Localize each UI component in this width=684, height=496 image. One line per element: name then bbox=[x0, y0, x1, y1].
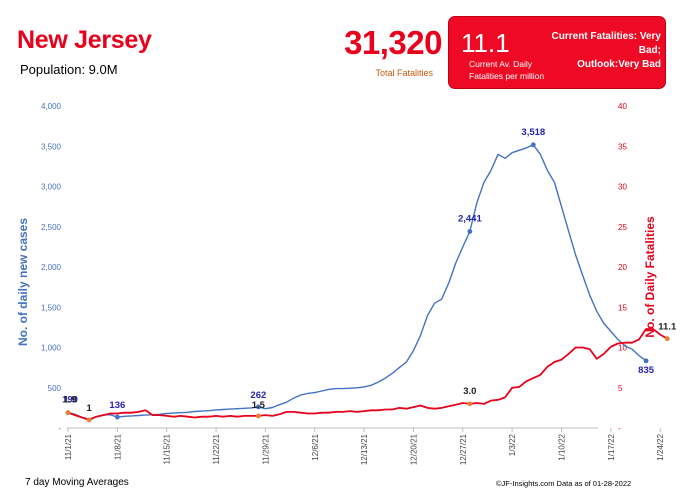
x-tick-label: 11/8/21 bbox=[113, 433, 122, 460]
data-label: 835 bbox=[638, 365, 655, 376]
data-point-marker bbox=[114, 414, 120, 420]
data-point-marker bbox=[86, 417, 92, 423]
series-line-fatalities bbox=[67, 328, 668, 421]
x-tick-label: 1/10/22 bbox=[558, 433, 567, 460]
data-point-marker bbox=[255, 413, 261, 419]
y-tick-label: 2,500 bbox=[41, 223, 62, 232]
y2-tick-label: 30 bbox=[618, 183, 627, 192]
y2-tick-label: 10 bbox=[618, 344, 627, 353]
status-label-line-1: Current Av. Daily bbox=[469, 59, 532, 69]
x-tick-label: 1/17/22 bbox=[607, 433, 616, 460]
data-label: 3,518 bbox=[521, 127, 545, 138]
y-tick-label: 2,000 bbox=[41, 263, 62, 272]
x-tick-label: 1/24/22 bbox=[656, 433, 665, 460]
data-point-marker bbox=[467, 401, 473, 407]
data-label: 11.1 bbox=[658, 322, 677, 333]
y2-tick-label: 35 bbox=[618, 142, 627, 151]
y-tick-label: 1,500 bbox=[41, 303, 62, 312]
data-label: 2,441 bbox=[458, 213, 482, 224]
status-label-line-2: Fatalities per million bbox=[469, 71, 545, 81]
data-label: 3.0 bbox=[463, 386, 476, 397]
y-tick-label: 4,000 bbox=[41, 102, 62, 111]
status-line-2: Outlook:Very Bad bbox=[577, 59, 661, 70]
data-point-marker bbox=[65, 410, 71, 416]
data-label: 262 bbox=[250, 390, 266, 401]
y-tick-label: 1,000 bbox=[41, 344, 62, 353]
x-tick-label: 12/13/21 bbox=[360, 433, 369, 465]
y2-tick-label: 20 bbox=[618, 263, 627, 272]
footer-note: 7 day Moving Averages bbox=[25, 477, 129, 488]
x-tick-label: 11/22/21 bbox=[212, 433, 221, 464]
status-box: 11.1 Current Fatalities: Very Bad; Outlo… bbox=[448, 16, 666, 89]
y2-tick-label: 15 bbox=[618, 303, 627, 312]
total-fatalities-label: Total Fatalities bbox=[375, 68, 433, 78]
x-tick-label: 12/20/21 bbox=[409, 433, 418, 465]
x-tick-label: 11/15/21 bbox=[163, 433, 172, 464]
x-tick-label: 1/3/22 bbox=[508, 433, 517, 456]
data-point-marker bbox=[664, 336, 670, 342]
y2-axis-title: No. of Daily Fatalities bbox=[643, 216, 657, 338]
y-axis-title: No. of daily new cases bbox=[16, 218, 30, 346]
data-point-marker bbox=[467, 229, 473, 234]
x-tick-label: 11/29/21 bbox=[261, 433, 270, 464]
total-fatalities-value: 31,320 bbox=[344, 24, 442, 61]
y-tick-label: 3,000 bbox=[41, 183, 62, 192]
data-point-marker bbox=[643, 358, 649, 364]
y2-tick-label: 40 bbox=[618, 102, 627, 111]
status-label: Current Av. Daily Fatalities per million bbox=[469, 58, 561, 82]
y-tick-label: 500 bbox=[48, 384, 62, 393]
y-tick-label: - bbox=[58, 424, 61, 433]
y-tick-label: 3,500 bbox=[41, 142, 62, 151]
y2-tick-label: - bbox=[618, 424, 621, 433]
data-point-marker bbox=[255, 404, 261, 410]
y2-tick-label: 5 bbox=[618, 384, 623, 393]
data-label: 190 bbox=[62, 395, 78, 406]
x-tick-label: 12/6/21 bbox=[311, 433, 320, 460]
series-line-cases bbox=[67, 144, 647, 420]
footer-source: ©JF-Insights.com Data as of 01-28-2022 bbox=[496, 479, 632, 488]
population-label: Population: 9.0M bbox=[20, 62, 118, 77]
status-line-1: Current Fatalities: Very Bad; bbox=[551, 31, 661, 56]
current-fatalities-value: 11.1 bbox=[461, 28, 510, 58]
data-label: 136 bbox=[109, 400, 125, 411]
data-label: 1.5 bbox=[252, 400, 266, 411]
x-tick-label: 11/1/21 bbox=[64, 433, 73, 460]
data-label: 1.9 bbox=[63, 395, 76, 406]
data-label: 1 bbox=[87, 403, 93, 414]
page-title: New Jersey bbox=[17, 26, 152, 54]
data-point-marker bbox=[530, 142, 536, 148]
status-text: Current Fatalities: Very Bad; Outlook:Ve… bbox=[527, 30, 661, 72]
y2-tick-label: 25 bbox=[618, 223, 627, 232]
x-tick-label: 12/27/21 bbox=[459, 433, 468, 465]
